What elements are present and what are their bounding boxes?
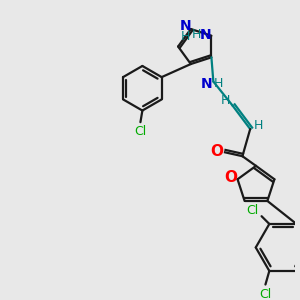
Text: H: H bbox=[220, 94, 230, 107]
Text: H: H bbox=[181, 30, 190, 43]
Text: H: H bbox=[192, 28, 202, 41]
Text: O: O bbox=[211, 144, 224, 159]
Text: N: N bbox=[201, 76, 212, 91]
Text: Cl: Cl bbox=[134, 125, 147, 138]
Text: Cl: Cl bbox=[259, 288, 272, 300]
Text: O: O bbox=[224, 170, 237, 185]
Text: H: H bbox=[214, 77, 223, 90]
Text: N: N bbox=[180, 19, 192, 33]
Text: H: H bbox=[254, 119, 264, 132]
Text: Cl: Cl bbox=[246, 204, 258, 217]
Text: N: N bbox=[200, 28, 212, 42]
